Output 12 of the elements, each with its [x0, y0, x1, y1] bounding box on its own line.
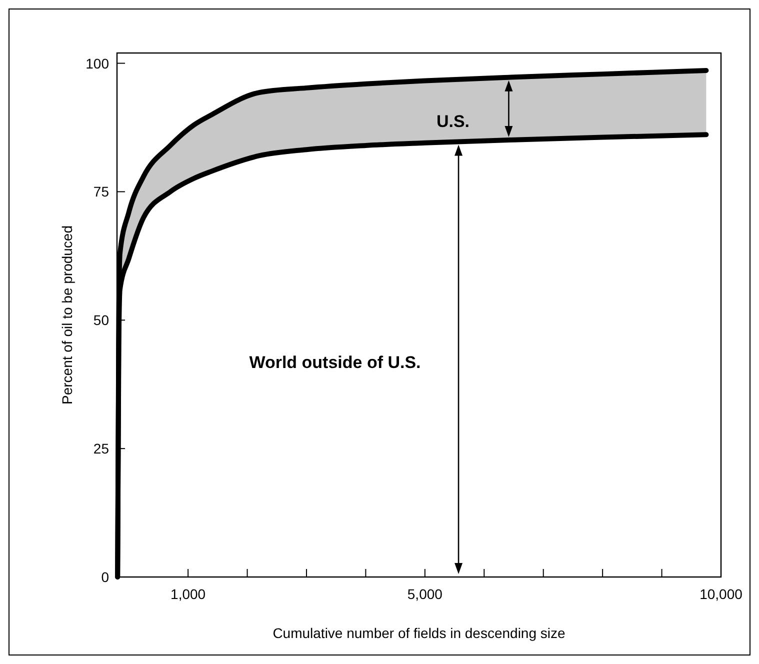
y-tick-label: 0: [101, 569, 110, 585]
x-tick-label: 1,000: [170, 586, 206, 602]
y-tick-label: 50: [93, 312, 110, 328]
y-tick-label: 100: [86, 55, 110, 72]
y-tick-label: 75: [93, 184, 110, 200]
x-axis-title: Cumulative number of fields in descending size: [272, 625, 566, 641]
x-tick-label: 10,000: [700, 586, 743, 602]
y-tick-label: 25: [93, 440, 110, 457]
x-tick-label: 5,000: [407, 586, 443, 602]
annotation: U.S.: [436, 112, 470, 131]
annotation: World outside of U.S.: [249, 353, 421, 372]
y-axis-title: Percent of oil to be produced: [59, 225, 75, 405]
